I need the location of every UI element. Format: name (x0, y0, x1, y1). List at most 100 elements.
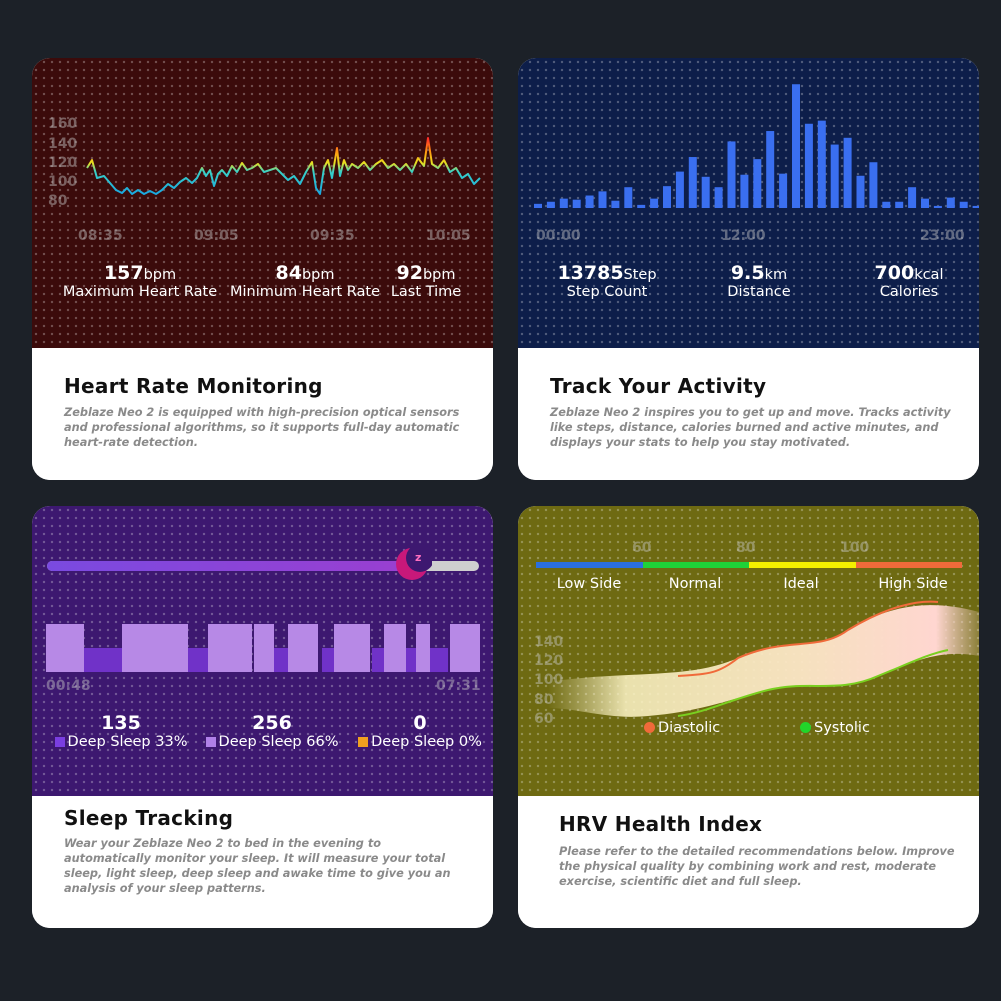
step-bar (650, 198, 659, 208)
heart-rate-line (86, 137, 481, 195)
step-bar (766, 131, 775, 208)
light-sleep-block (288, 624, 318, 672)
stat-label: Deep Sleep 33% (67, 734, 188, 750)
heart-rate-panel: 160 140 120 100 80 08:35 09:05 09:35 10:… (32, 58, 493, 348)
card-description: Zeblaze Neo 2 inspires you to get up and… (550, 406, 951, 449)
stat-label: Maximum Heart Rate (62, 284, 218, 300)
step-bar (908, 187, 917, 208)
sleep-stat-light: 256 Deep Sleep 66% (194, 712, 350, 750)
card-description: Please refer to the detailed recommendat… (559, 845, 955, 888)
deep-sleep-block (430, 648, 448, 672)
step-bar (585, 195, 594, 208)
sleep-slider-track[interactable] (47, 561, 479, 571)
step-bar (843, 137, 852, 208)
heart-x-tick: 09:35 (310, 228, 355, 244)
step-bar (933, 205, 942, 208)
stat-label: Distance (727, 284, 791, 300)
activity-stat-calories: 700kcal Calories (834, 262, 979, 300)
legend-swatch (358, 737, 369, 747)
step-bar (714, 187, 723, 208)
light-sleep-block (384, 624, 406, 672)
step-bar (740, 174, 749, 208)
step-bar (663, 186, 671, 208)
activity-x-tick: 12:00 (721, 228, 766, 244)
zone-ideal (749, 562, 856, 568)
step-bar (830, 144, 839, 208)
step-bar (637, 204, 646, 208)
activity-panel: 00:00 12:00 23:00 13785Step Step Count 9… (518, 58, 979, 348)
step-bar (534, 203, 542, 208)
heart-rate-info: Heart Rate Monitoring Zeblaze Neo 2 is e… (32, 348, 493, 480)
legend-dot (644, 722, 655, 733)
sleep-panel: z 00:48 07:31 135 Deep Sleep 33% 256 Dee… (32, 506, 493, 796)
card-description: Wear your Zeblaze Neo 2 to bed in the ev… (64, 837, 451, 895)
stat-value: 700 (874, 262, 915, 284)
activity-card: 00:00 12:00 23:00 13785Step Step Count 9… (518, 58, 979, 480)
heart-x-tick: 10:05 (426, 228, 471, 244)
activity-stat-distance: 9.5km Distance (684, 262, 834, 300)
moon-icon[interactable]: z (392, 542, 433, 582)
heart-stat-min: 84bpm Minimum Heart Rate (226, 262, 384, 300)
legend-label: Systolic (814, 720, 870, 736)
zone-low (536, 562, 643, 568)
stat-label: Deep Sleep 0% (371, 734, 482, 750)
light-sleep-block (254, 624, 274, 672)
step-bar (779, 173, 788, 208)
stat-value: 9.5 (730, 262, 765, 284)
step-bar (753, 159, 762, 208)
light-sleep-block (450, 624, 480, 672)
step-bar (792, 84, 800, 208)
activity-stat-steps: 13785Step Step Count (532, 262, 682, 300)
hrv-scale-tick: 100 (840, 540, 870, 556)
blood-pressure-band-chart (548, 600, 979, 717)
deep-sleep-block (84, 648, 122, 672)
heart-y-tick: 160 (48, 116, 78, 132)
activity-info: Track Your Activity Zeblaze Neo 2 inspir… (518, 348, 979, 480)
heart-stat-max: 157bpm Maximum Heart Rate (54, 262, 226, 300)
legend-swatch (205, 737, 216, 747)
sleep-slider-fill (47, 561, 415, 571)
light-sleep-block (158, 624, 188, 672)
stat-unit: kcal (914, 267, 944, 283)
stat-value: 84 (275, 262, 302, 284)
sleep-x-tick: 00:48 (46, 678, 91, 694)
activity-x-tick: 00:00 (536, 228, 581, 244)
step-bar (804, 123, 813, 208)
legend-dot (800, 722, 811, 733)
card-title: Heart Rate Monitoring (64, 374, 323, 398)
card-title: Track Your Activity (550, 374, 767, 398)
svg-text:z: z (415, 551, 421, 564)
sleep-stat-awake: 0 Deep Sleep 0% (346, 712, 493, 750)
light-sleep-block (416, 624, 430, 672)
hrv-y-tick: 60 (534, 711, 554, 727)
stat-value: 0 (413, 712, 427, 734)
legend-systolic: Systolic (800, 720, 870, 736)
step-bar (559, 198, 568, 208)
hrv-card: 60 80 100 Low Side Normal Ideal High Sid… (518, 506, 979, 928)
step-bar (701, 176, 710, 208)
legend-label: Diastolic (658, 720, 721, 736)
stat-unit: bpm (422, 267, 456, 283)
stat-label: Step Count (566, 284, 648, 300)
step-bar (572, 199, 581, 208)
stat-value: 13785 (557, 262, 624, 284)
heart-rate-line-chart (86, 137, 481, 195)
stat-value: 256 (252, 712, 292, 734)
hrv-scale-tick: 60 (632, 540, 652, 556)
step-bar (895, 201, 904, 208)
hrv-zone-bar (536, 562, 962, 568)
stat-value: 157 (103, 262, 144, 284)
stat-unit: Step (623, 267, 657, 283)
deep-sleep-block (188, 648, 206, 672)
step-bar-chart (534, 84, 979, 208)
hrv-y-tick: 120 (534, 653, 564, 669)
light-sleep-block (334, 624, 370, 672)
light-sleep-block (208, 624, 252, 672)
diastolic-line (677, 600, 939, 677)
stat-unit: bpm (301, 267, 335, 283)
step-bar (688, 157, 697, 208)
card-title: Sleep Tracking (64, 806, 234, 830)
card-title: HRV Health Index (559, 812, 763, 836)
step-bar (856, 175, 865, 208)
deep-sleep-block (406, 648, 416, 672)
